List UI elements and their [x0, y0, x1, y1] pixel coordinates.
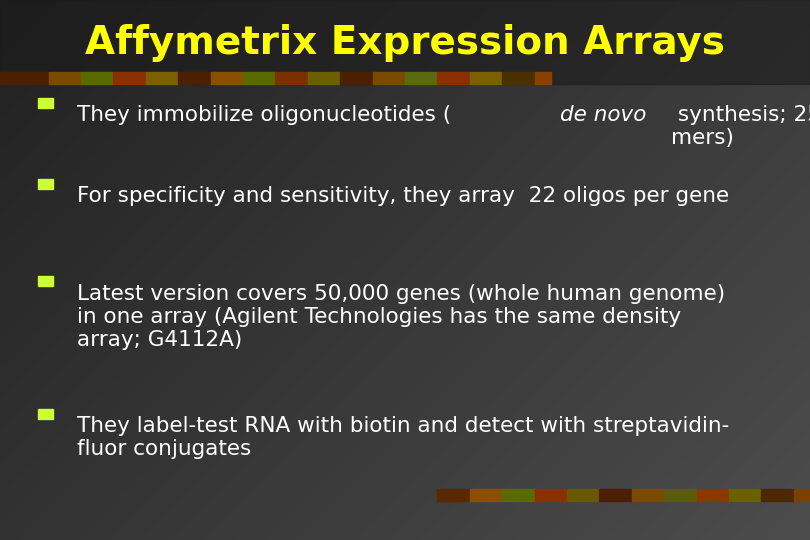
Bar	[599, 489, 632, 501]
Text: Latest version covers 50,000 genes (whole human genome)
in one array (Agilent Te: Latest version covers 50,000 genes (whol…	[77, 284, 725, 350]
Bar	[38, 409, 53, 419]
Bar	[81, 72, 113, 84]
Bar	[664, 489, 697, 501]
Text: de novo: de novo	[560, 105, 646, 125]
Bar	[146, 72, 178, 84]
Bar	[632, 489, 664, 501]
Bar	[211, 72, 243, 84]
Text: They immobilize oligonucleotides (: They immobilize oligonucleotides (	[77, 105, 451, 125]
Bar	[697, 489, 729, 501]
Bar	[113, 72, 146, 84]
Bar	[49, 72, 81, 84]
Bar	[308, 72, 340, 84]
Text: synthesis; 25
mers): synthesis; 25 mers)	[671, 105, 810, 148]
Bar	[502, 72, 535, 84]
Bar	[729, 489, 761, 501]
Bar	[178, 72, 211, 84]
Bar	[567, 489, 599, 501]
Bar	[0, 0, 810, 84]
Bar	[405, 72, 437, 84]
Bar	[275, 72, 308, 84]
Text: For specificity and sensitivity, they array  22 oligos per gene: For specificity and sensitivity, they ar…	[77, 186, 729, 206]
Bar	[470, 72, 502, 84]
Bar	[373, 72, 405, 84]
Bar	[38, 98, 53, 108]
Text: Affymetrix Expression Arrays: Affymetrix Expression Arrays	[85, 24, 725, 62]
Bar	[0, 72, 49, 84]
Bar	[470, 489, 502, 501]
Bar	[761, 489, 794, 501]
Bar	[437, 72, 470, 84]
Bar	[535, 489, 567, 501]
Bar	[340, 72, 373, 84]
Bar	[437, 489, 470, 501]
Bar	[38, 276, 53, 286]
Bar	[502, 489, 535, 501]
Bar	[38, 179, 53, 189]
Bar	[535, 72, 551, 84]
Bar	[243, 72, 275, 84]
Bar	[794, 489, 810, 501]
Text: They label-test RNA with biotin and detect with streptavidin-
fluor conjugates: They label-test RNA with biotin and dete…	[77, 416, 729, 459]
